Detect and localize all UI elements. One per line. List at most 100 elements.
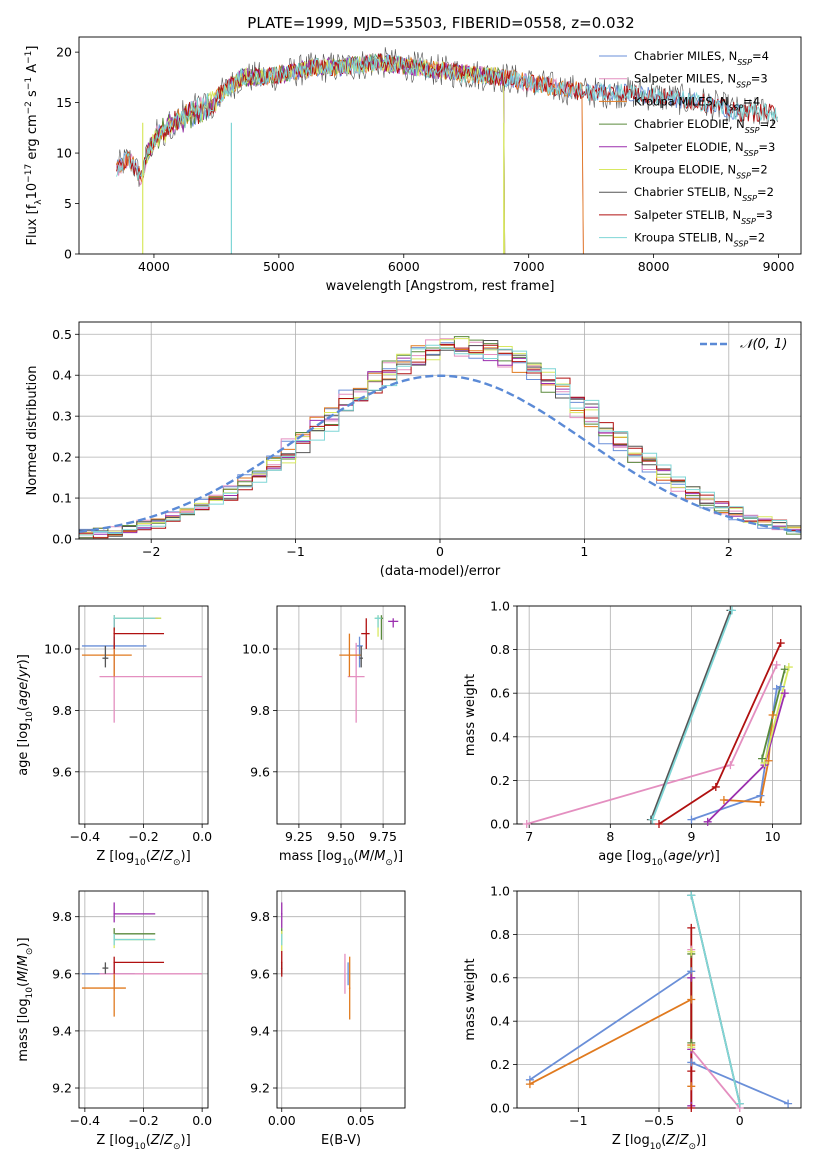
legend-entry-normal: 𝒩(0, 1): [740, 337, 787, 352]
axes: 4000 5000 6000 7000 8000 9000 0 5 10 15 20 waveleng…: [24, 36, 802, 294]
axes-frame: [78, 36, 802, 255]
x-tick-label: 5000: [263, 259, 295, 274]
label-part: Salpeter STELIB, N: [634, 208, 741, 222]
label-part: M: [374, 849, 385, 864]
data-point-kroupa-stelib: [377, 617, 379, 620]
data-point-salpeter-miles: [344, 973, 346, 975]
label-part: =2: [751, 163, 768, 177]
series-marker-kroupa-miles: [525, 1080, 534, 1089]
plot-area: [526, 610, 790, 824]
data-point-kroupa-miles: [348, 654, 351, 656]
x-tick-label: −1: [569, 1113, 587, 1128]
y-tick-label: 9.8: [52, 909, 72, 924]
x-tick-label: 7: [525, 829, 533, 844]
x-tick-label: 8: [606, 829, 614, 844]
x-tick-label: −0.4: [70, 1113, 100, 1128]
label-part: M: [16, 971, 31, 982]
x-tick-label: 4000: [138, 259, 170, 274]
x-tick-label: 0.0: [192, 1113, 212, 1128]
label-part: Z: [163, 849, 174, 864]
label-part: Z [log: [612, 1133, 650, 1148]
series-marker-chabrier-elodie: [758, 754, 767, 763]
label-part: 10: [134, 1142, 146, 1152]
x-tick-label: 9: [687, 829, 695, 844]
label-part: 10: [25, 183, 40, 200]
y-axis-label: mass weight: [463, 674, 478, 756]
data-point-chabrier-miles: [358, 645, 361, 647]
series-marker-kroupa-miles: [756, 798, 765, 807]
figure-title: PLATE=1999, MJD=53503, FIBERID=0558, z=0…: [247, 14, 634, 32]
series-line-kroupa-elodie: [763, 666, 790, 764]
label-part: SSP: [736, 80, 751, 89]
histogram-kroupa-stelib: [79, 344, 801, 539]
label-part: (: [661, 1133, 666, 1148]
series-marker-salpeter-stelib: [687, 1067, 696, 1076]
series-line-chabrier-elodie: [761, 668, 786, 759]
x-tick-label: −2: [142, 544, 160, 559]
label-part: /: [16, 966, 31, 971]
label-part: age: [16, 682, 31, 706]
data-point-kroupa-stelib: [280, 938, 283, 941]
y-tick-label: 9.2: [52, 1081, 72, 1096]
panel-age_vs_Z: −0.4 −0.2 0.09.69.810.0Z [log10(Z/Z⊙)]age …: [16, 605, 212, 868]
data-point-chabrier-stelib: [360, 657, 363, 659]
label-part: SSP: [744, 148, 759, 157]
label-part: Z [log: [96, 849, 134, 864]
label-part: Z: [150, 849, 161, 864]
x-tick-label: −0.2: [128, 1113, 158, 1128]
axes-frame: [276, 890, 406, 1109]
y-tick-label: 0.4: [490, 1014, 510, 1029]
legend-entry-chabrier-elodie: Chabrier ELODIE, NSSP=2: [634, 117, 776, 135]
y-tick-label: 0.2: [490, 1057, 510, 1072]
y-axis-label: Flux [fλ10−17 erg cm−2 s−1 A−1]: [24, 46, 44, 246]
label-part: =2: [748, 231, 765, 245]
label-part: A: [25, 64, 40, 77]
label-part: )]: [16, 937, 31, 947]
label-part: )]: [696, 1133, 706, 1148]
label-part: Kroupa ELODIE, N: [634, 163, 736, 177]
x-axis-label: mass [log10(M/M⊙)]: [279, 849, 403, 868]
series-marker-chabrier-miles: [784, 1099, 793, 1108]
x-tick-label: −0.2: [128, 829, 158, 844]
label-part: λ: [34, 199, 44, 205]
data-point-chabrier-stelib: [104, 967, 107, 969]
x-tick-label: 10: [765, 829, 781, 844]
series-marker-kroupa-miles: [768, 711, 777, 719]
label-part: age: [668, 849, 692, 864]
y-tick-label: 0.6: [490, 686, 510, 701]
series-line-kroupa-stelib: [690, 895, 741, 1104]
data-point-kroupa-miles: [348, 987, 351, 989]
x-axis-label: (data-model)/error: [380, 564, 501, 579]
label-part: Chabrier ELODIE, N: [634, 117, 745, 131]
series-marker-chabrier-miles: [687, 815, 696, 824]
y-tick-label: 9.8: [250, 909, 270, 924]
normal-curve-line: [79, 374, 801, 533]
series-marker-chabrier-miles: [687, 1058, 696, 1067]
y-tick-label: 9.8: [52, 703, 72, 718]
plot-area: [81, 902, 203, 1017]
series-marker-salpeter-stelib: [687, 923, 696, 932]
label-part: age [log: [16, 723, 31, 776]
y-tick-label: 15: [56, 95, 72, 110]
data-point-salpeter-miles: [355, 675, 357, 678]
x-tick-label: 0: [436, 544, 444, 559]
spectrum-line-salpeter-elodie: [142, 54, 506, 254]
label-part: SSP: [745, 126, 760, 135]
x-tick-label: 9.25: [285, 829, 313, 844]
axes-frame: [516, 890, 802, 1109]
label-part: (: [146, 849, 151, 864]
series-marker-chabrier-miles: [772, 684, 781, 693]
series-marker-salpeter-stelib: [776, 639, 785, 648]
x-tick-label: 6000: [388, 259, 420, 274]
axes: 0.00 0.05 9.2 9.4 9.6 9.8 E(B-V): [250, 890, 406, 1148]
label-part: Salpeter MILES, N: [634, 72, 736, 86]
label-part: )]: [181, 1133, 191, 1148]
series-marker-salpeter-stelib: [655, 820, 663, 828]
panel-weight_vs_Z: −1 −0.5 00.00.20.40.60.81.0Z [log10(Z/Z⊙)]…: [463, 884, 802, 1152]
spectrum-line-salpeter-stelib: [116, 52, 778, 180]
label-part: −2: [24, 101, 34, 114]
label-part: ⊙: [688, 1142, 696, 1152]
label-part: ⊙: [25, 948, 35, 956]
plot-area: [116, 47, 778, 254]
